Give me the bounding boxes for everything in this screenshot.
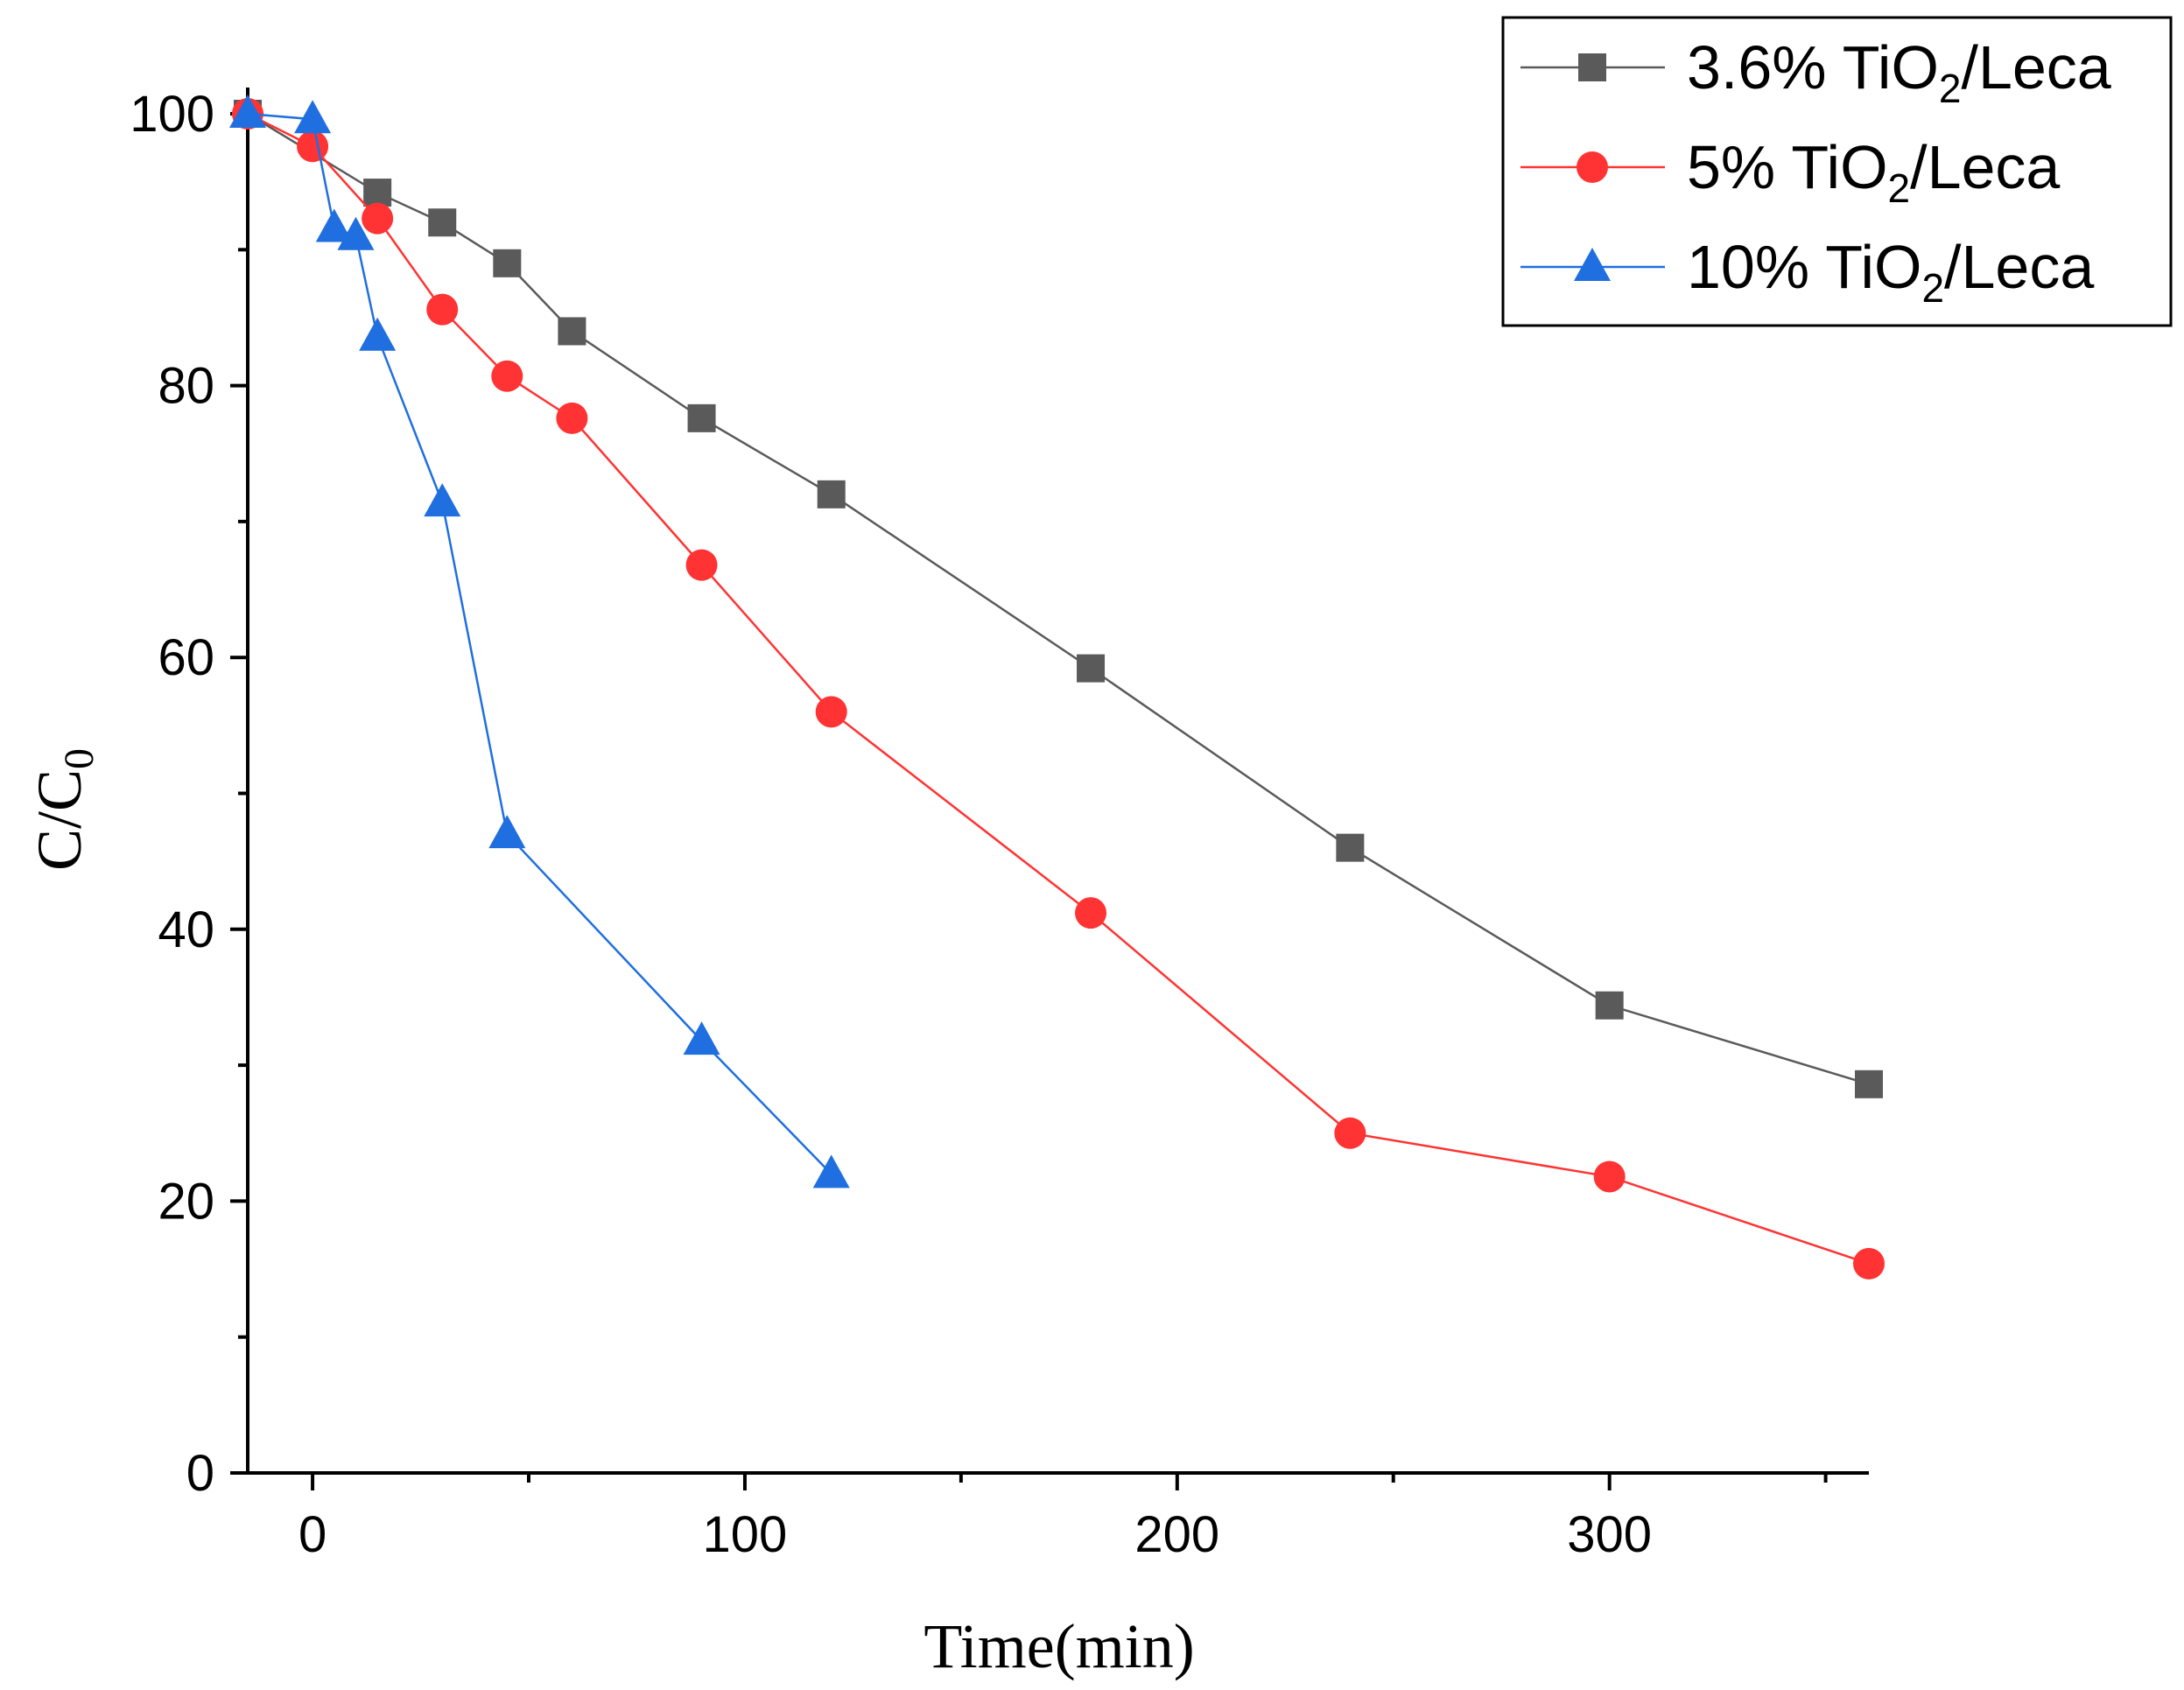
data-point-triangle (294, 100, 332, 134)
data-point-square (1336, 833, 1365, 862)
x-tick-label: 0 (298, 1506, 327, 1563)
data-point-triangle (315, 208, 353, 242)
x-tick-label: 200 (1134, 1506, 1219, 1563)
data-point-square (1855, 1069, 1883, 1098)
legend-label: 3.6% TiO2/Leca (1687, 33, 2111, 111)
axes: 0 100 200 300 0 20 40 60 80 100 (130, 86, 1869, 1563)
series-triangle (229, 95, 850, 1189)
data-point-triangle (359, 317, 397, 351)
data-point-square (687, 403, 716, 432)
series-square (234, 100, 1883, 1098)
legend-label-tail: /Leca (1910, 133, 2060, 201)
data-point-triangle (488, 815, 526, 849)
data-point-circle (1853, 1247, 1885, 1280)
legend-marker-triangle (1574, 248, 1611, 281)
x-tick-label: 300 (1567, 1506, 1652, 1563)
data-point-square (428, 208, 457, 237)
data-point-triangle (683, 1021, 720, 1055)
legend-label-sub: 2 (1939, 66, 1962, 111)
legend-box (1501, 16, 2173, 327)
data-point-circle (426, 293, 459, 326)
data-point-circle (1334, 1117, 1366, 1149)
series-line (247, 112, 1870, 1266)
legend-label-sub: 2 (1888, 165, 1911, 211)
data-point-circle (491, 360, 523, 392)
data-point-square (493, 249, 522, 277)
y-tick-label: 100 (130, 86, 214, 143)
data-point-circle (556, 402, 588, 434)
legend-label-main: 5% TiO (1687, 133, 1888, 201)
y-axis-title: C/C0 (25, 748, 102, 871)
y-tick-label: 80 (158, 358, 214, 415)
y-axis-title-sub: 0 (56, 748, 102, 769)
legend-label-main: 10% TiO (1687, 233, 1921, 301)
legend-label: 10% TiO2/Leca (1687, 233, 2094, 311)
data-point-triangle (424, 483, 461, 517)
data-point-circle (1593, 1161, 1626, 1193)
data-point-square (1595, 991, 1624, 1020)
data-point-circle (297, 130, 329, 163)
data-point-square (817, 480, 846, 508)
data-point-circle (1075, 897, 1107, 929)
y-tick-label: 60 (158, 629, 214, 686)
data-point-square (558, 317, 586, 346)
y-tick-label: 20 (158, 1173, 214, 1230)
legend-marker-circle (1577, 151, 1608, 183)
data-point-triangle (337, 216, 375, 250)
x-tick-label: 100 (703, 1506, 788, 1563)
data-point-circle (815, 696, 847, 728)
data-point-triangle (812, 1154, 850, 1189)
x-axis-title: Time(min) (923, 1611, 1194, 1681)
legend-marker-square (1578, 53, 1606, 81)
data-point-circle (685, 549, 718, 581)
legend-label-main: 3.6% TiO (1687, 33, 1939, 102)
data-point-square (1077, 654, 1106, 683)
series-line (247, 112, 832, 1175)
legend-label-tail: /Leca (1944, 233, 2094, 301)
y-tick-label: 40 (158, 901, 214, 958)
legend-label: 5% TiO2/Leca (1687, 133, 2060, 211)
y-tick-label: 0 (186, 1445, 214, 1502)
y-axis-title-main: C/C (25, 769, 95, 871)
series-layer (229, 95, 1885, 1280)
legend-label-tail: /Leca (1962, 33, 2111, 102)
legend-label-sub: 2 (1921, 265, 1944, 311)
data-point-triangle (229, 95, 266, 128)
data-point-square (363, 179, 392, 207)
data-point-circle (362, 202, 394, 235)
